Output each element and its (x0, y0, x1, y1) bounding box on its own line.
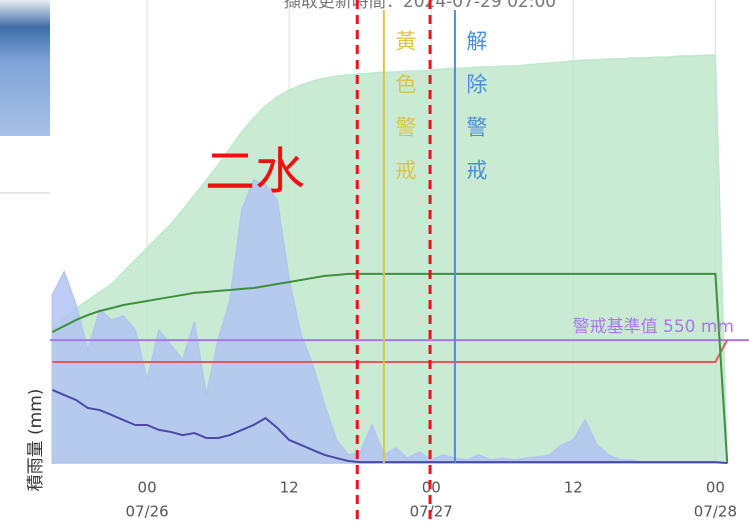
alert-label: 解除警戒 (464, 30, 488, 202)
x-tick-label: 00 (138, 479, 157, 497)
threshold-label: 警戒基準值 550 mm (573, 317, 734, 337)
x-tick-label: 00 (706, 479, 725, 497)
alert-label: 黃色警戒 (393, 30, 417, 202)
x-date-label: 07/28 (694, 503, 737, 521)
rain-line (51, 388, 728, 464)
plot (50, 0, 749, 464)
rain-area (51, 179, 728, 464)
update-time: 擷取更新時間：2024-07-29 02:00 (284, 0, 556, 12)
x-date-label: 07/26 (125, 503, 168, 521)
rain-line (52, 339, 729, 363)
y-axis-label: 積雨量 (mm) (26, 389, 46, 492)
thumbnail (0, 0, 50, 136)
x-tick-label: 12 (564, 479, 583, 497)
place-label: 二水 (205, 143, 305, 201)
x-tick-label: 12 (280, 479, 299, 497)
rain-line (51, 272, 729, 464)
